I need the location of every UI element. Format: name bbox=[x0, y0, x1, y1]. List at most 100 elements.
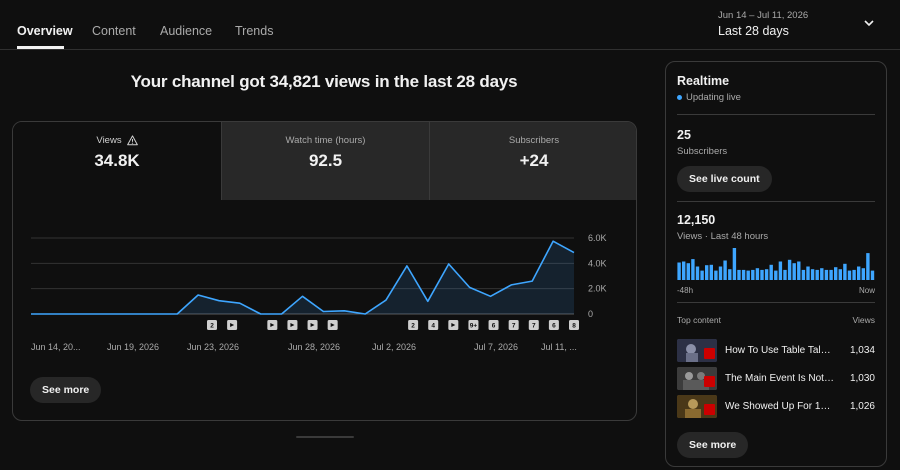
play-icon bbox=[451, 323, 456, 327]
realtime-bar bbox=[728, 269, 732, 280]
realtime-bar bbox=[843, 263, 847, 280]
metric-tab-subscribers[interactable]: Subscribers +24 bbox=[429, 122, 636, 200]
realtime-bar bbox=[732, 248, 737, 280]
video-count-marker bbox=[488, 320, 499, 330]
realtime-bar bbox=[709, 264, 713, 280]
realtime-bar bbox=[861, 268, 865, 280]
top-content-views: 1,034 bbox=[849, 345, 875, 356]
video-count-marker bbox=[408, 320, 419, 330]
realtime-bar bbox=[806, 266, 810, 280]
shorts-badge-icon bbox=[704, 348, 715, 359]
realtime-bar bbox=[677, 262, 681, 280]
tab-content[interactable]: Content bbox=[92, 24, 136, 38]
realtime-title: Realtime bbox=[677, 74, 730, 88]
video-thumbnail bbox=[677, 339, 717, 362]
realtime-bar bbox=[834, 267, 838, 280]
realtime-bar bbox=[746, 270, 750, 280]
realtime-bar bbox=[815, 269, 819, 280]
realtime-axis-end: Now bbox=[858, 286, 875, 295]
x-tick-label: Jun 19, 2026 bbox=[107, 342, 159, 352]
x-tick-label: Jun 28, 2026 bbox=[288, 342, 340, 352]
divider bbox=[677, 302, 875, 303]
realtime-bar bbox=[700, 270, 704, 280]
realtime-bar bbox=[820, 268, 824, 280]
realtime-bar bbox=[866, 253, 870, 280]
realtime-bar bbox=[705, 265, 709, 280]
realtime-status: Updating live bbox=[677, 92, 741, 103]
tab-overview[interactable]: Overview bbox=[17, 24, 73, 38]
realtime-bar bbox=[686, 263, 690, 280]
realtime-bar bbox=[857, 266, 861, 280]
video-count-marker bbox=[528, 320, 539, 330]
top-content-views-heading: Views bbox=[852, 315, 875, 325]
realtime-bar bbox=[769, 264, 773, 280]
realtime-bar bbox=[778, 261, 783, 280]
marker-count: 7 bbox=[532, 323, 536, 330]
views-chart[interactable]: 6.0K 4.0K 2.0K 0 2 2 4 9+ 6 7 7 6 8 Jun 14, 20... Jun … bbox=[13, 200, 636, 370]
realtime-bar bbox=[723, 260, 727, 280]
realtime-bar bbox=[801, 269, 806, 280]
tab-audience[interactable]: Audience bbox=[160, 24, 213, 38]
realtime-bar bbox=[797, 261, 801, 280]
video-count-marker bbox=[468, 320, 479, 330]
realtime-subscribers-count: 25 bbox=[677, 128, 691, 142]
x-tick-label: Jul 7, 2026 bbox=[474, 342, 518, 352]
video-thumbnail bbox=[677, 395, 717, 418]
metric-tab-watch-time[interactable]: Watch time (hours) 92.5 bbox=[221, 122, 429, 200]
realtime-bar bbox=[718, 266, 723, 280]
x-tick-label: Jul 11, ... bbox=[541, 342, 577, 352]
date-range-selector[interactable]: Jun 14 – Jul 11, 2026 Last 28 days bbox=[718, 10, 888, 42]
metric-label: Subscribers bbox=[508, 135, 560, 146]
top-content-views: 1,026 bbox=[849, 401, 875, 412]
y-tick-label: 2.0K bbox=[588, 284, 607, 294]
see-live-count-button[interactable]: See live count bbox=[677, 166, 772, 192]
realtime-bar bbox=[829, 269, 833, 280]
views-area bbox=[31, 241, 574, 314]
y-tick-label: 4.0K bbox=[588, 258, 607, 268]
play-icon bbox=[310, 323, 315, 327]
top-content-item[interactable]: How To Use Table Talk ... 1,034 bbox=[677, 339, 875, 363]
realtime-card: Realtime Updating live 25 Subscribers Se… bbox=[665, 61, 887, 467]
realtime-bar bbox=[783, 269, 787, 280]
views-line bbox=[31, 240, 575, 315]
realtime-bar-chart[interactable] bbox=[677, 248, 875, 280]
top-content-item[interactable]: We Showed Up For 10 ... 1,026 bbox=[677, 395, 875, 419]
realtime-views-count: 12,150 bbox=[677, 213, 716, 227]
marker-count: 2 bbox=[411, 323, 415, 330]
metric-label: Views bbox=[96, 135, 122, 146]
live-dot-icon bbox=[677, 95, 682, 100]
metric-value: +24 bbox=[519, 151, 549, 170]
metric-value: 34.8K bbox=[94, 151, 140, 170]
chevron-down-icon bbox=[864, 20, 874, 27]
realtime-bar bbox=[810, 269, 815, 280]
y-tick-label: 0 bbox=[588, 309, 593, 319]
realtime-bar bbox=[760, 269, 764, 280]
realtime-bar bbox=[741, 269, 746, 280]
realtime-status-text: Updating live bbox=[686, 92, 741, 103]
marker-count: 6 bbox=[492, 323, 496, 330]
play-icon bbox=[330, 323, 335, 327]
overview-chart-card: Views 34.8K Watch time (hours) 92.5 Subs… bbox=[12, 121, 637, 421]
metric-tab-views[interactable]: Views 34.8K bbox=[13, 122, 221, 200]
realtime-bar bbox=[870, 270, 875, 280]
video-count-marker bbox=[207, 320, 217, 330]
marker-count: 8 bbox=[572, 323, 576, 330]
realtime-bar bbox=[852, 269, 856, 280]
active-tab-indicator bbox=[17, 46, 64, 49]
tab-bar: Overview Content Audience Trends Jun 14 … bbox=[0, 0, 900, 50]
realtime-bar bbox=[751, 269, 755, 280]
see-more-top-content-button[interactable]: See more bbox=[677, 432, 749, 458]
tab-trends[interactable]: Trends bbox=[235, 24, 274, 38]
divider bbox=[677, 201, 875, 202]
realtime-bar bbox=[838, 269, 842, 280]
horizontal-scrollbar[interactable] bbox=[296, 436, 354, 438]
marker-count: 2 bbox=[210, 323, 214, 330]
date-range-dates: Jun 14 – Jul 11, 2026 bbox=[718, 10, 809, 21]
x-tick-label: Jul 2, 2026 bbox=[372, 342, 416, 352]
see-more-button[interactable]: See more bbox=[30, 377, 102, 403]
marker-count: 7 bbox=[512, 323, 516, 330]
top-content-item[interactable]: The Main Event Is Noth... 1,030 bbox=[677, 367, 875, 391]
warning-icon[interactable] bbox=[126, 135, 138, 146]
realtime-axis-start: -48h bbox=[677, 286, 694, 295]
top-content-views: 1,030 bbox=[849, 373, 875, 384]
